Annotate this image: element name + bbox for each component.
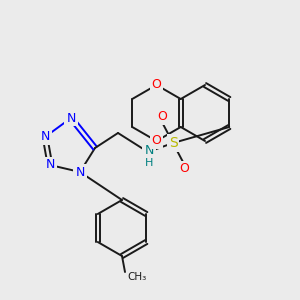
Text: N: N [40,130,50,143]
Text: O: O [179,163,189,176]
Text: O: O [157,110,167,124]
Text: N: N [75,166,85,178]
Text: N: N [66,112,76,124]
Text: N: N [45,158,55,172]
Text: O: O [152,134,161,148]
Text: O: O [152,79,161,92]
Text: N: N [144,145,154,158]
Text: CH₃: CH₃ [127,272,146,282]
Text: S: S [169,136,177,150]
Text: H: H [145,158,153,168]
